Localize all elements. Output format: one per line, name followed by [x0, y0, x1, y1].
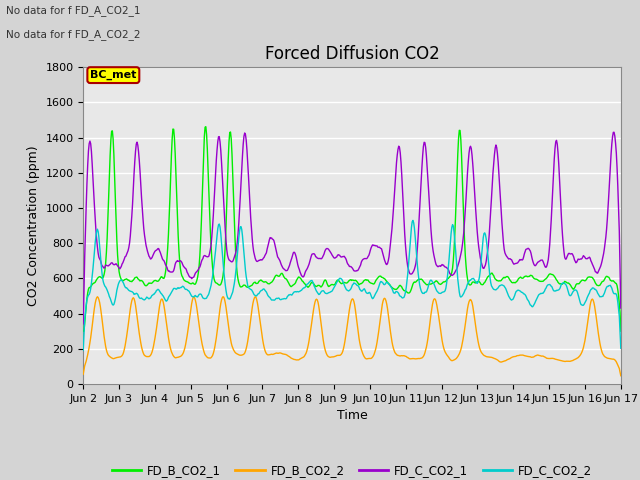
Text: BC_met: BC_met	[90, 70, 136, 80]
X-axis label: Time: Time	[337, 409, 367, 422]
Title: Forced Diffusion CO2: Forced Diffusion CO2	[264, 45, 440, 63]
Legend: FD_B_CO2_1, FD_B_CO2_2, FD_C_CO2_1, FD_C_CO2_2: FD_B_CO2_1, FD_B_CO2_2, FD_C_CO2_1, FD_C…	[107, 459, 597, 480]
Y-axis label: CO2 Concentration (ppm): CO2 Concentration (ppm)	[27, 145, 40, 306]
Text: No data for f FD_A_CO2_2: No data for f FD_A_CO2_2	[6, 29, 141, 40]
Text: No data for f FD_A_CO2_1: No data for f FD_A_CO2_1	[6, 5, 141, 16]
